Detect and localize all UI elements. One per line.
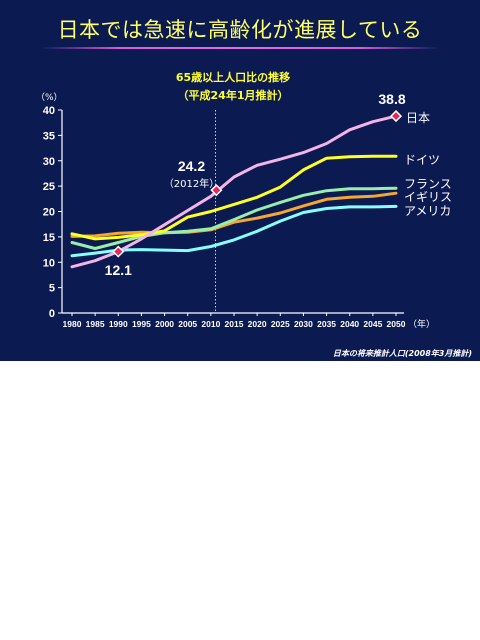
- series-line-1: [70, 154, 398, 241]
- series-line-3: [70, 191, 398, 238]
- chart-subtitle: （平成24年1月推計）: [178, 88, 289, 102]
- x-tick-label: 2035: [317, 319, 336, 329]
- series-label-3: イギリス: [404, 190, 452, 204]
- x-tick-label: 1985: [86, 319, 105, 329]
- x-tick-label: 1995: [132, 319, 151, 329]
- line-chart: 65歳以上人口比の推移 （平成24年1月推計） （%） （年） 0 5 10 15 20…: [36, 70, 472, 358]
- series-label-2: フランス: [404, 177, 452, 191]
- x-tick-label: 2040: [340, 319, 359, 329]
- x-tick-label: 2050: [387, 319, 406, 329]
- chart-title: 65歳以上人口比の推移: [176, 70, 290, 84]
- series-layer: [70, 114, 398, 269]
- x-tick-label: 2025: [271, 319, 290, 329]
- marker-2012: [210, 184, 223, 197]
- y-tick-label: 20: [43, 207, 55, 219]
- annotation-3: 38.8: [378, 91, 405, 107]
- slide-title: 日本では急速に高齢化が進展している: [57, 18, 423, 42]
- x-tick-label: 2010: [201, 319, 220, 329]
- source-note: 日本の将来推計人口(2008年3月推計): [333, 349, 472, 358]
- series-line-0: [70, 114, 398, 269]
- y-tick-label: 5: [49, 283, 55, 295]
- x-tick-label: 2045: [363, 319, 382, 329]
- slide: 日本では急速に高齢化が進展している 65歳以上人口比の推移 （平成24年1月推計…: [0, 0, 480, 361]
- series-label-1: ドイツ: [404, 153, 440, 167]
- y-tick-label: 10: [43, 257, 55, 269]
- annotation-1: 24.2: [178, 158, 205, 174]
- y-tick-label: 30: [43, 156, 55, 168]
- x-tick-label: 2015: [225, 319, 244, 329]
- marker-2050: [389, 110, 403, 123]
- series-label-0: 日本: [406, 111, 430, 125]
- x-tick-label: 2005: [178, 319, 197, 329]
- title-underline: [40, 47, 440, 49]
- x-tick-label: 1990: [109, 319, 128, 329]
- series-line-2: [70, 186, 398, 250]
- series-label-4: アメリカ: [404, 204, 451, 218]
- marker-1990: [112, 245, 125, 258]
- x-tick-label: 1980: [63, 319, 82, 329]
- y-tick-label: 40: [43, 105, 55, 117]
- y-tick-label: 0: [49, 308, 55, 320]
- annotation-0: 12.1: [105, 262, 132, 278]
- annotation-2: （2012年）: [164, 177, 219, 190]
- y-axis-unit: （%）: [36, 92, 63, 103]
- x-axis-unit: （年）: [408, 318, 435, 330]
- x-tick-label: 2020: [248, 319, 267, 329]
- series-line-4: [70, 204, 398, 258]
- y-tick-label: 35: [43, 130, 55, 142]
- x-tick-label: 2000: [155, 319, 174, 329]
- y-tick-label: 15: [43, 232, 55, 244]
- x-tick-label: 2030: [294, 319, 313, 329]
- y-tick-label: 25: [43, 181, 55, 193]
